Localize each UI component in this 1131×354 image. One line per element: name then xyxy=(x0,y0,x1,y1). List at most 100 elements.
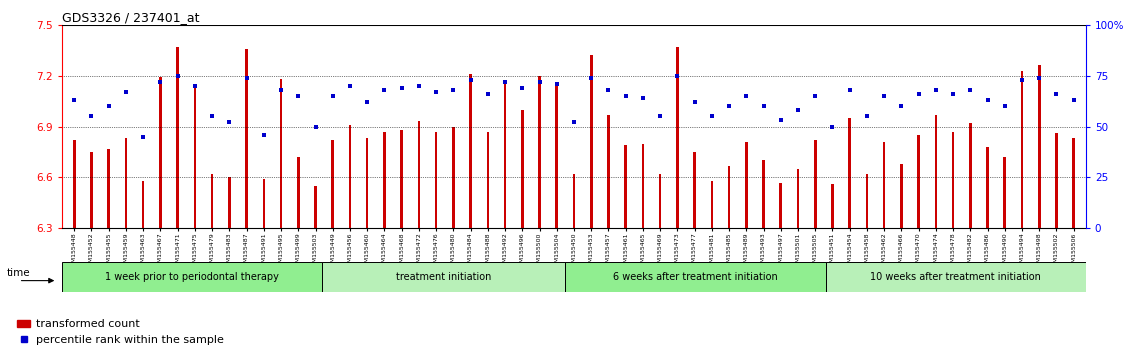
Bar xyxy=(969,123,972,228)
Bar xyxy=(762,160,765,228)
Bar xyxy=(934,115,938,228)
Point xyxy=(428,89,446,95)
Bar xyxy=(538,76,541,228)
Point xyxy=(238,75,256,81)
Point xyxy=(633,95,651,101)
Point xyxy=(66,97,84,103)
Bar xyxy=(141,181,145,228)
Point xyxy=(1047,91,1065,97)
Point xyxy=(789,108,808,113)
Text: 6 weeks after treatment initiation: 6 weeks after treatment initiation xyxy=(613,272,778,282)
Point xyxy=(478,91,497,97)
Point xyxy=(978,97,996,103)
Point xyxy=(651,114,670,119)
Bar xyxy=(176,47,179,228)
Point xyxy=(616,93,634,99)
Point xyxy=(340,83,359,89)
Bar xyxy=(1003,157,1007,228)
Point xyxy=(392,85,411,91)
Bar xyxy=(831,184,834,228)
Point xyxy=(909,91,927,97)
Bar xyxy=(262,179,265,228)
Text: time: time xyxy=(7,268,29,278)
Bar xyxy=(348,125,352,228)
Bar xyxy=(865,174,869,228)
Bar xyxy=(452,126,455,228)
Bar xyxy=(124,138,128,228)
Bar xyxy=(331,140,334,228)
Point xyxy=(892,103,910,109)
Bar xyxy=(1055,133,1057,228)
Bar xyxy=(555,82,558,228)
Bar xyxy=(986,147,988,228)
Bar xyxy=(572,174,576,228)
Point xyxy=(290,93,308,99)
Bar xyxy=(90,152,93,228)
Text: 10 weeks after treatment initiation: 10 weeks after treatment initiation xyxy=(870,272,1041,282)
Bar xyxy=(210,174,214,228)
Point xyxy=(926,87,944,93)
Text: GDS3326 / 237401_at: GDS3326 / 237401_at xyxy=(62,11,200,24)
Point xyxy=(1030,75,1048,81)
Bar xyxy=(952,132,955,228)
Bar xyxy=(641,143,645,228)
Point xyxy=(375,87,394,93)
Bar xyxy=(159,78,162,228)
Bar xyxy=(900,164,903,228)
Bar xyxy=(469,74,472,228)
Point xyxy=(254,132,273,138)
Point xyxy=(323,93,342,99)
Bar xyxy=(297,157,300,228)
Bar xyxy=(322,262,566,292)
Bar xyxy=(279,79,283,228)
Point xyxy=(995,103,1013,109)
Point xyxy=(444,87,463,93)
Point xyxy=(720,103,739,109)
Bar xyxy=(245,48,248,228)
Bar xyxy=(383,132,386,228)
Bar xyxy=(521,110,524,228)
Point xyxy=(875,93,893,99)
Point xyxy=(668,73,687,79)
Bar xyxy=(417,121,421,228)
Point xyxy=(840,87,858,93)
Point xyxy=(359,99,377,105)
Bar xyxy=(727,166,731,228)
Point xyxy=(823,124,841,129)
Point xyxy=(83,114,101,119)
Bar xyxy=(745,142,748,228)
Point xyxy=(806,93,824,99)
Bar xyxy=(590,55,593,228)
Point xyxy=(497,79,515,85)
Bar xyxy=(624,145,627,228)
Bar xyxy=(503,82,507,228)
Bar xyxy=(74,140,76,228)
Point xyxy=(944,91,962,97)
Point xyxy=(1064,97,1082,103)
Bar xyxy=(826,262,1086,292)
Bar xyxy=(710,181,714,228)
Bar xyxy=(434,132,438,228)
Point xyxy=(271,87,290,93)
Bar xyxy=(486,132,489,228)
Point xyxy=(135,134,153,139)
Point xyxy=(858,114,877,119)
Point xyxy=(100,103,118,109)
Point xyxy=(409,83,428,89)
Point xyxy=(737,93,756,99)
Point xyxy=(152,79,170,85)
Bar xyxy=(400,130,403,228)
Bar xyxy=(917,135,920,228)
Bar xyxy=(193,84,196,228)
Point xyxy=(599,87,618,93)
Legend: transformed count, percentile rank within the sample: transformed count, percentile rank withi… xyxy=(17,319,224,345)
Bar xyxy=(607,115,610,228)
Text: treatment initiation: treatment initiation xyxy=(396,272,492,282)
Bar xyxy=(693,152,696,228)
Bar xyxy=(1038,65,1041,228)
Point xyxy=(116,89,135,95)
Point xyxy=(754,103,772,109)
Point xyxy=(547,81,566,87)
Bar xyxy=(1020,70,1024,228)
Bar xyxy=(779,183,782,228)
